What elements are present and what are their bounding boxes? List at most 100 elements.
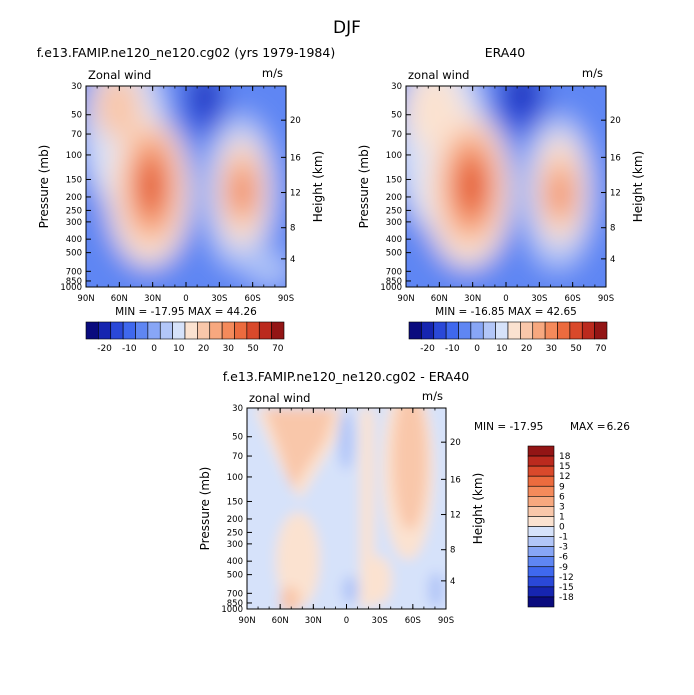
units-label: m/s [262, 66, 283, 80]
colorbar-label: 20 [198, 344, 210, 354]
units-label: m/s [582, 66, 603, 80]
colorbar-swatch [110, 321, 124, 340]
y-tick-label: 30 [391, 82, 402, 92]
units-label: m/s [422, 389, 443, 403]
height-tick-label: 8 [610, 224, 615, 234]
colorbar-label: 10 [173, 344, 185, 354]
colorbar-swatch [527, 556, 555, 568]
contour-field [406, 86, 606, 287]
colorbar-horizontal-1: -20 -10 0 10 20 30 50 70 [85, 321, 285, 354]
colorbar-swatch [197, 321, 211, 340]
colorbar-swatch [527, 546, 555, 557]
height-tick-label: 12 [610, 189, 621, 199]
y-tick-label: 200 [66, 193, 82, 203]
y-tick-label: 70 [391, 130, 402, 140]
y-tick-label: 250 [386, 206, 402, 216]
colorbar-swatch [507, 321, 521, 340]
x-tick-label: 30S [211, 294, 227, 304]
colorbar-swatch [147, 321, 161, 340]
colorbar-swatch [221, 321, 235, 340]
x-tick-label: 30N [305, 616, 322, 626]
y-axis-title: Pressure (mb) [198, 467, 212, 551]
field-label: Zonal wind [88, 68, 151, 82]
y-tick-label: 250 [66, 206, 82, 216]
colorbar-label: 10 [496, 344, 508, 354]
x-tick-label: 90S [438, 616, 454, 626]
colorbar-label: 30 [223, 344, 235, 354]
height-tick-label: 16 [290, 153, 301, 163]
min-label: MIN = -17.95 [474, 421, 543, 433]
colorbar-label: -12 [559, 573, 574, 583]
y-tick-label: 50 [71, 111, 82, 121]
x-tick-label: 30S [372, 616, 388, 626]
colorbars-layer: -20 -10 0 10 20 30 50 70 -20 -10 0 10 20 30 50 70181512… [85, 321, 608, 608]
x-tick-label: 60S [565, 294, 581, 304]
colorbar-swatch [445, 321, 459, 340]
page-title: DJF [333, 18, 361, 38]
axes-layer: 90N 60N 30N 0 30S 60S 90S305070100150200250300… [37, 82, 645, 626]
x-tick-label: 90S [598, 294, 614, 304]
colorbar-swatch [527, 455, 555, 467]
colorbar-label: 3 [559, 502, 565, 512]
max-value-label: 6.26 [607, 421, 631, 433]
x-tick-label: 60N [111, 294, 128, 304]
colorbar-label: 30 [546, 344, 558, 354]
height-axis-title: Height (km) [311, 151, 325, 222]
colorbar-label: -15 [559, 583, 574, 593]
colorbar-swatch [527, 596, 555, 608]
colorbar-label: -20 [97, 344, 112, 354]
height-tick-label: 20 [290, 116, 301, 126]
x-tick-label: 60S [245, 294, 261, 304]
y-tick-label: 200 [227, 515, 243, 525]
colorbar-swatch [271, 321, 285, 340]
y-tick-label: 400 [66, 235, 82, 245]
colorbar-swatch [527, 536, 555, 547]
colorbar-swatch [527, 485, 555, 497]
y-tick-label: 200 [386, 193, 402, 203]
x-tick-label: 60S [405, 616, 421, 626]
colorbar-label: 12 [559, 472, 570, 482]
y-tick-label: 150 [227, 497, 243, 507]
y-tick-label: 30 [71, 82, 82, 92]
colorbar-label: 50 [247, 344, 259, 354]
colorbar-label: 70 [595, 344, 607, 354]
y-tick-label: 100 [227, 473, 243, 483]
y-tick-label: 50 [391, 111, 402, 121]
panel-era40: ERA40 zonal wind m/s [405, 45, 607, 288]
colorbar-swatch [482, 321, 496, 340]
x-tick-label: 30N [144, 294, 161, 304]
colorbar-swatch [234, 321, 248, 340]
colorbar-swatch [557, 321, 571, 340]
y-tick-label: 850 [66, 277, 82, 287]
colorbar-swatch [246, 321, 260, 340]
y-tick-label: 250 [227, 528, 243, 538]
colorbar-label: -20 [420, 344, 435, 354]
panel-title: ERA40 [485, 45, 526, 60]
colorbar-label: -3 [559, 543, 568, 553]
colorbar-label: -9 [559, 563, 568, 573]
colorbar-swatch [258, 321, 272, 340]
y-tick-label: 70 [232, 452, 243, 462]
colorbar-label: 50 [570, 344, 582, 354]
height-tick-label: 20 [610, 116, 621, 126]
y-tick-label: 50 [232, 433, 243, 443]
colorbar-swatch [527, 576, 555, 588]
axes-panel-2: 90N 60N 30N 0 30S 60S 90S 30 50 70 100 150 200 250 300… [357, 82, 645, 318]
y-tick-label: 300 [227, 540, 243, 550]
y-tick-label: 70 [71, 130, 82, 140]
y-tick-label: 1000 [221, 605, 243, 615]
height-tick-label: 4 [450, 577, 455, 587]
colorbar-label: -18 [559, 593, 574, 603]
y-tick-label: 30 [232, 404, 243, 414]
colorbar-label: 0 [474, 344, 480, 354]
height-tick-label: 8 [450, 546, 455, 556]
panel-difference: f.e13.FAMIP.ne120_ne120.cg02 - ERA40 zon… [223, 369, 631, 610]
height-axis-title: Height (km) [471, 473, 485, 544]
colorbar-swatch [520, 321, 534, 340]
colorbar-label: 70 [272, 344, 284, 354]
colorbar-swatch [527, 506, 555, 517]
colorbar-swatch [527, 475, 555, 487]
colorbar-swatch [527, 496, 555, 507]
y-axis-title: Pressure (mb) [357, 145, 371, 229]
